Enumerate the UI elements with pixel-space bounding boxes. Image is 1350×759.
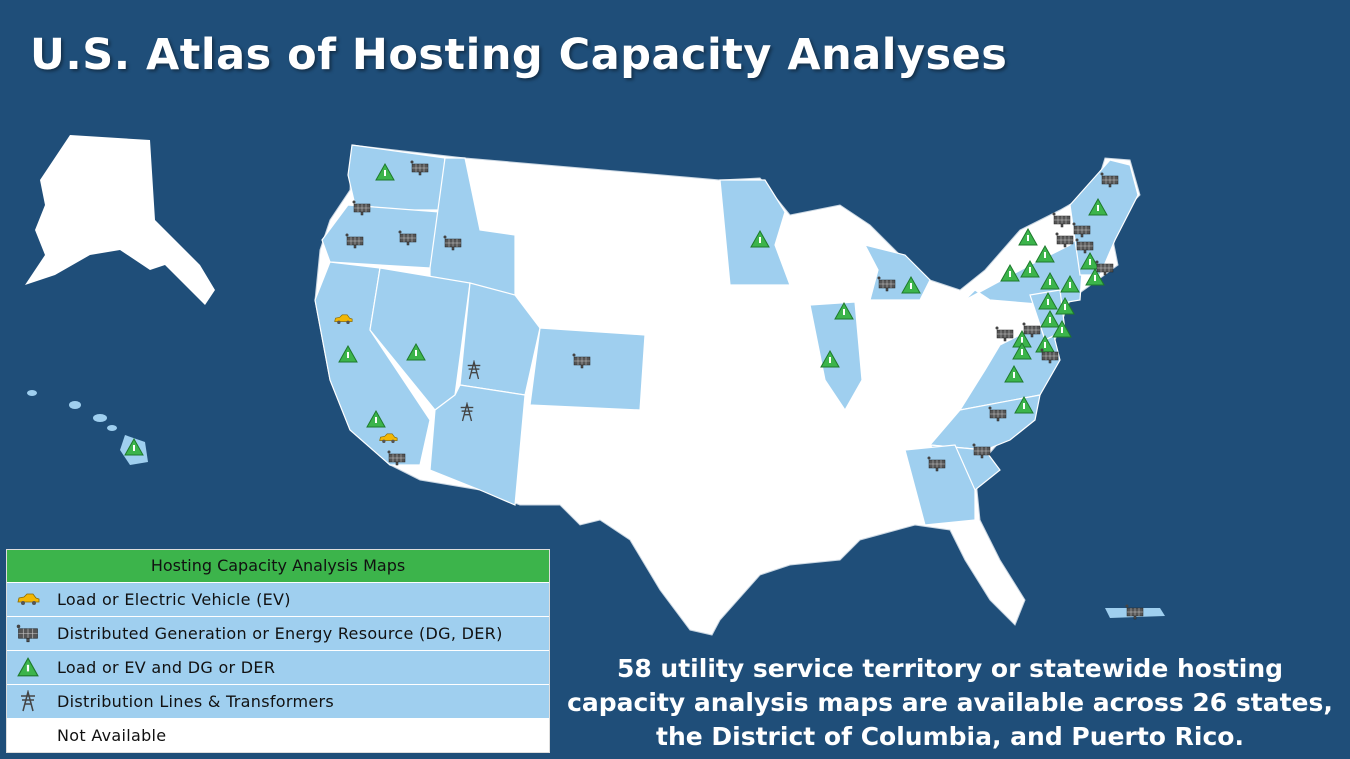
legend-item: Not Available: [7, 719, 549, 752]
legend-label: Load or Electric Vehicle (EV): [57, 590, 291, 609]
footnote: 58 utility service territory or statewid…: [567, 654, 1333, 751]
legend-label: Distribution Lines & Transformers: [57, 692, 335, 711]
legend-icon: [20, 691, 36, 712]
legend-item: Load or EV and DG or DER: [7, 651, 549, 685]
legend-title: Hosting Capacity Analysis Maps: [7, 550, 549, 583]
map-alaska: [25, 135, 215, 305]
legend-label: Load or EV and DG or DER: [57, 658, 276, 677]
legend-label: Not Available: [57, 726, 167, 745]
legend-icon: [17, 657, 39, 677]
title: U.S. Atlas of Hosting Capacity Analyses: [30, 30, 1008, 80]
legend: Hosting Capacity Analysis Maps Load or E…: [6, 549, 550, 753]
legend-item: Distribution Lines & Transformers: [7, 685, 549, 719]
map-lower48: [314, 144, 1141, 636]
legend-icon: [17, 593, 40, 605]
legend-icon: [16, 624, 39, 643]
legend-item: Load or Electric Vehicle (EV): [7, 583, 549, 617]
legend-label: Distributed Generation or Energy Resourc…: [57, 624, 503, 643]
legend-item: Distributed Generation or Energy Resourc…: [7, 617, 549, 651]
